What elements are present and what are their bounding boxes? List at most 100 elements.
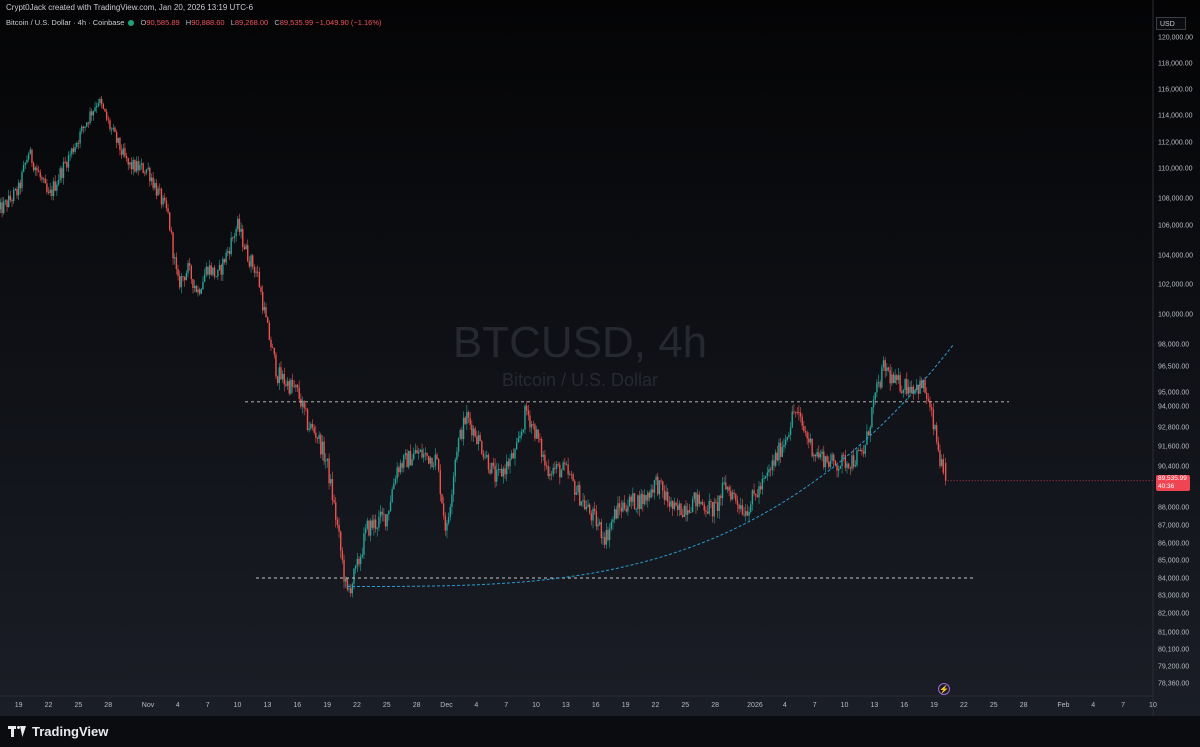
candle-body — [916, 384, 918, 390]
candle-body — [758, 486, 760, 498]
candle-body — [756, 495, 759, 498]
candle-body — [579, 485, 581, 506]
candle-body — [564, 462, 566, 465]
candle-body — [907, 386, 910, 394]
time-tick-label: 4 — [783, 702, 787, 709]
candle-body — [401, 463, 403, 468]
candle-body — [331, 479, 334, 501]
candle-body — [12, 189, 15, 202]
price-tick-label: 85,000.00 — [1158, 558, 1189, 565]
candle-body — [172, 232, 174, 259]
tradingview-logo[interactable]: TradingView — [8, 724, 108, 739]
candle-body — [27, 154, 30, 160]
candle-body — [457, 438, 460, 452]
candle-body — [628, 496, 631, 507]
candle-body — [655, 476, 657, 481]
candle-body — [852, 455, 855, 467]
candle-body — [482, 453, 485, 458]
cup-trend-curve[interactable] — [347, 343, 955, 587]
candle-body — [437, 459, 440, 471]
candle-body — [290, 379, 292, 394]
candle-body — [51, 189, 53, 196]
time-tick-label: 10 — [1149, 702, 1157, 709]
candle-body — [258, 272, 261, 288]
candle-body — [637, 495, 639, 509]
candle-body — [547, 466, 549, 477]
candle-body — [213, 267, 216, 277]
attribution-text: Crypt0Jack created with TradingView.com,… — [6, 3, 254, 12]
candle-body — [270, 339, 272, 348]
time-tick-label: 25 — [383, 702, 391, 709]
candle-body — [773, 460, 775, 466]
candle-body — [278, 367, 280, 384]
tradingview-mark-icon — [8, 726, 26, 737]
candle-body — [192, 279, 194, 288]
candle-body — [693, 492, 695, 499]
price-axis[interactable]: 120,000.00 118,000.00 116,000.00 114,000.00… — [1158, 35, 1193, 688]
candle-body — [180, 276, 183, 288]
candle-body — [330, 479, 332, 484]
candle-body — [559, 464, 561, 478]
candle-body — [178, 276, 181, 288]
candle-body — [432, 465, 435, 467]
candle-body — [175, 257, 178, 269]
candle-body — [610, 521, 612, 529]
candle-body — [474, 428, 476, 437]
time-axis[interactable]: 19 22 25 28 Nov 4 7 10 13 16 19 22 25 28 Dec 4 7 10 13 16 19… — [15, 702, 1157, 709]
candle-body — [237, 218, 239, 230]
candle-body — [731, 492, 734, 500]
candle-body — [877, 381, 880, 383]
candle-body — [210, 265, 212, 275]
candle-body — [205, 266, 207, 275]
candle-body — [26, 159, 28, 163]
candle-body — [250, 255, 252, 267]
candle-body — [230, 237, 232, 254]
candle-body — [169, 212, 171, 231]
candle-body — [841, 454, 843, 467]
event-marker-icon[interactable]: ⚡ — [938, 683, 950, 695]
candle-body — [673, 502, 676, 509]
candle-body — [524, 405, 526, 430]
candle-body — [620, 507, 622, 512]
candle-body — [190, 265, 193, 280]
candle-body — [403, 455, 405, 468]
candle-body — [743, 514, 745, 516]
candle-body — [663, 490, 666, 500]
candle-body — [602, 537, 604, 539]
candle-body — [383, 514, 385, 516]
candle-body — [291, 379, 294, 387]
candle-body — [625, 508, 627, 512]
currency-selector[interactable]: USD — [1156, 17, 1186, 30]
price-tick-label: 86,000.00 — [1158, 541, 1189, 548]
candle-body — [924, 379, 926, 393]
candle-body — [19, 182, 22, 189]
time-tick-label: 13 — [870, 702, 878, 709]
candle-body — [479, 435, 481, 442]
candle-body — [723, 482, 725, 484]
candle-body — [119, 137, 121, 151]
candle-body — [930, 407, 933, 410]
candle-body — [59, 168, 61, 181]
candle-body — [462, 417, 465, 440]
candle-body — [9, 195, 12, 201]
candle-body — [735, 493, 737, 501]
candle-body — [838, 468, 840, 471]
candle-body — [728, 487, 730, 491]
candle-body — [187, 263, 189, 274]
price-tick-label: 91,600.00 — [1158, 444, 1189, 451]
candle-body — [668, 501, 671, 507]
time-tick-label: 28 — [413, 702, 421, 709]
candle-body — [864, 444, 866, 454]
candle-body — [325, 460, 327, 462]
candle-body — [771, 460, 774, 470]
candle-body — [248, 261, 251, 267]
candle-body — [929, 401, 931, 408]
candle-body — [759, 486, 762, 490]
candle-body — [755, 493, 757, 496]
candle-body — [565, 464, 568, 466]
candle-body — [139, 164, 141, 171]
ohlc-change: −1,049.90 (−1.16%) — [315, 18, 382, 27]
candle-body — [217, 269, 219, 277]
time-tick-label: 22 — [45, 702, 53, 709]
